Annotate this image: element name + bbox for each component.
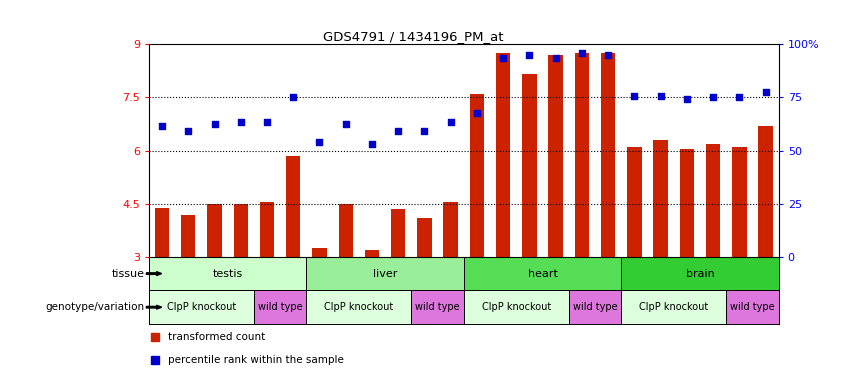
Bar bbox=[181, 215, 196, 257]
Point bbox=[680, 96, 694, 102]
Text: brain: brain bbox=[686, 268, 714, 279]
Bar bbox=[417, 218, 431, 257]
Bar bbox=[286, 156, 300, 257]
Point bbox=[287, 94, 300, 101]
Bar bbox=[680, 149, 694, 257]
Bar bbox=[574, 53, 589, 257]
Bar bbox=[470, 94, 484, 257]
Bar bbox=[306, 257, 464, 290]
Point bbox=[234, 119, 248, 125]
Bar bbox=[260, 202, 274, 257]
Bar bbox=[233, 204, 248, 257]
Point bbox=[733, 94, 746, 101]
Bar bbox=[654, 140, 668, 257]
Bar bbox=[391, 209, 405, 257]
Text: ClpP knockout: ClpP knockout bbox=[482, 302, 551, 312]
Point bbox=[339, 121, 352, 127]
Bar bbox=[627, 147, 642, 257]
Bar bbox=[568, 290, 621, 324]
Point bbox=[181, 128, 195, 134]
Point bbox=[155, 123, 168, 129]
Bar bbox=[548, 55, 563, 257]
Text: percentile rank within the sample: percentile rank within the sample bbox=[168, 355, 344, 365]
Point bbox=[706, 94, 720, 101]
Bar bbox=[705, 144, 720, 257]
Point bbox=[575, 50, 589, 56]
Bar bbox=[339, 204, 353, 257]
Bar bbox=[621, 257, 779, 290]
Text: liver: liver bbox=[373, 268, 397, 279]
Bar bbox=[443, 202, 458, 257]
Text: tissue: tissue bbox=[111, 268, 145, 279]
Bar bbox=[155, 207, 169, 257]
Point bbox=[418, 128, 431, 134]
Point bbox=[654, 93, 667, 99]
Bar bbox=[496, 53, 511, 257]
Text: testis: testis bbox=[213, 268, 243, 279]
Bar bbox=[732, 147, 746, 257]
Point bbox=[549, 55, 563, 61]
Bar bbox=[523, 74, 537, 257]
Text: ClpP knockout: ClpP knockout bbox=[639, 302, 708, 312]
Text: transformed count: transformed count bbox=[168, 332, 265, 342]
Bar bbox=[365, 250, 380, 257]
Point bbox=[208, 121, 221, 127]
Bar bbox=[726, 290, 779, 324]
Text: heart: heart bbox=[528, 268, 557, 279]
Point bbox=[391, 128, 405, 134]
Bar bbox=[758, 126, 773, 257]
Text: ClpP knockout: ClpP knockout bbox=[167, 302, 236, 312]
Text: wild type: wild type bbox=[258, 302, 302, 312]
Bar bbox=[411, 290, 464, 324]
Bar bbox=[621, 290, 726, 324]
Bar bbox=[601, 53, 615, 257]
Point bbox=[523, 52, 536, 58]
Bar bbox=[312, 248, 327, 257]
Point bbox=[496, 55, 510, 61]
Text: wild type: wild type bbox=[415, 302, 460, 312]
Text: wild type: wild type bbox=[573, 302, 617, 312]
Point bbox=[312, 139, 326, 145]
Text: ClpP knockout: ClpP knockout bbox=[324, 302, 393, 312]
Bar bbox=[464, 290, 568, 324]
Title: GDS4791 / 1434196_PM_at: GDS4791 / 1434196_PM_at bbox=[323, 30, 504, 43]
Point bbox=[444, 119, 458, 125]
Point bbox=[260, 119, 274, 125]
Text: genotype/variation: genotype/variation bbox=[46, 302, 145, 312]
Bar bbox=[254, 290, 306, 324]
Bar bbox=[208, 204, 222, 257]
Bar bbox=[306, 290, 411, 324]
Point bbox=[759, 89, 773, 95]
Bar bbox=[149, 257, 306, 290]
Text: wild type: wild type bbox=[730, 302, 774, 312]
Point bbox=[627, 93, 641, 99]
Bar bbox=[464, 257, 621, 290]
Point bbox=[602, 52, 615, 58]
Point bbox=[470, 110, 483, 116]
Point bbox=[365, 141, 379, 147]
Bar bbox=[149, 290, 254, 324]
